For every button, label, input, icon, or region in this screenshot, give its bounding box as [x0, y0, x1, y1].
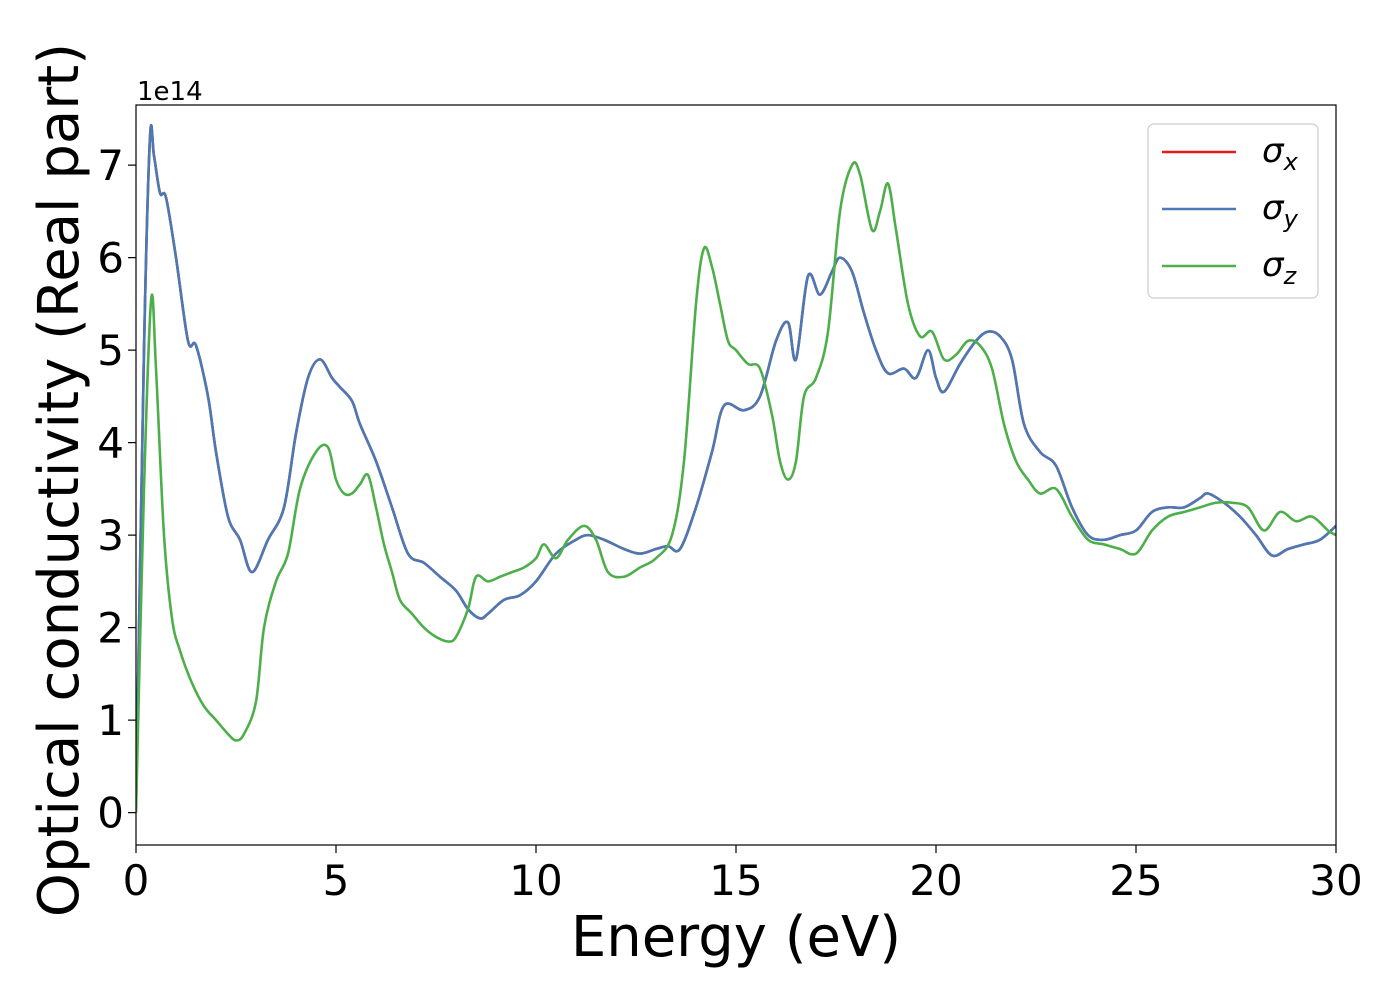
- legend: σx σy σz: [1147, 123, 1319, 299]
- y-offset-label: 1e14: [137, 77, 203, 107]
- y-tick-label: 7: [97, 141, 124, 190]
- y-tick-label: 3: [97, 511, 124, 560]
- x-tick-label: 5: [323, 856, 350, 905]
- x-tick-label: 15: [709, 856, 762, 905]
- x-tick-label: 25: [1109, 856, 1162, 905]
- series-line-y: [136, 124, 1336, 809]
- plot-lines: [136, 124, 1336, 813]
- y-tick-label: 4: [97, 419, 124, 468]
- y-tick-label: 2: [97, 604, 124, 653]
- y-tick-label: 0: [97, 789, 124, 838]
- y-tick-label: 1: [97, 696, 124, 745]
- x-axis-label: Energy (eV): [571, 905, 901, 970]
- x-tick-label: 30: [1309, 856, 1362, 905]
- x-axis-ticks: 0 5 10 15 20 25 30: [123, 845, 1363, 905]
- y-tick-label: 5: [97, 326, 124, 375]
- x-tick-label: 20: [909, 856, 962, 905]
- x-tick-label: 0: [123, 856, 150, 905]
- legend-box: [1147, 123, 1319, 299]
- legend-label-x: σx: [1262, 131, 1299, 176]
- legend-label-y: σy: [1262, 188, 1299, 233]
- y-axis-ticks: 0 1 2 3 4 5 6 7: [97, 141, 136, 838]
- y-tick-label: 6: [97, 234, 124, 283]
- y-axis-label: Optical conductivity (Real part): [27, 43, 92, 917]
- x-tick-label: 10: [509, 856, 562, 905]
- legend-label-z: σz: [1262, 245, 1298, 290]
- series-line-z: [136, 161, 1336, 813]
